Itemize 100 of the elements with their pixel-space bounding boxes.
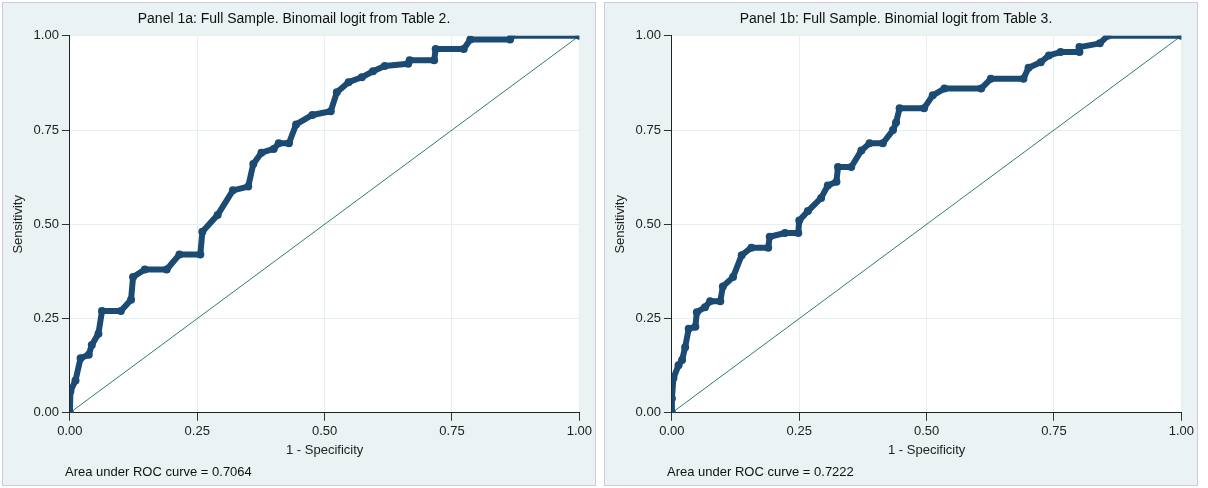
x-tick-label: 0.50: [311, 423, 338, 439]
y-tick-label: 0.25: [33, 310, 59, 326]
point: [678, 356, 687, 365]
point: [369, 67, 378, 76]
text: Area under ROC curve = 0.7064: [65, 464, 252, 479]
point: [681, 343, 690, 352]
x-tick-label: 0.75: [1041, 423, 1067, 439]
point: [895, 104, 904, 113]
text: Area under ROC curve = 0.7222: [667, 464, 854, 479]
point: [832, 177, 841, 186]
y-tick-label: 0.50: [635, 215, 661, 231]
point: [803, 207, 812, 216]
point: [928, 91, 937, 100]
point: [269, 144, 278, 153]
point: [249, 159, 258, 168]
point: [692, 308, 701, 317]
point: [857, 146, 866, 155]
point: [706, 297, 715, 306]
point: [794, 228, 803, 237]
point: [284, 139, 293, 148]
point: [833, 163, 842, 171]
point: [162, 265, 171, 274]
point: [344, 78, 353, 87]
point: [127, 295, 136, 304]
point: [764, 243, 773, 252]
point: [196, 250, 205, 259]
point: [747, 243, 756, 252]
point: [326, 107, 335, 116]
point: [889, 126, 897, 135]
point: [198, 227, 207, 236]
point: [986, 74, 995, 83]
point: [1095, 39, 1104, 48]
point: [71, 376, 80, 385]
point: [257, 148, 266, 157]
x-axis-title: 1 - Specificity: [285, 441, 364, 457]
point: [87, 340, 96, 349]
y-axis-title: Sensitivity: [612, 194, 628, 254]
point: [1044, 51, 1053, 60]
point: [76, 354, 85, 363]
y-tick-label: 0.75: [33, 121, 59, 137]
point: [140, 265, 149, 274]
point: [691, 322, 700, 331]
point: [228, 186, 237, 195]
point: [765, 232, 774, 241]
x-tick-label: 0.50: [913, 423, 940, 439]
point: [213, 210, 222, 219]
point: [94, 329, 103, 338]
point: [466, 35, 475, 44]
point: [1036, 58, 1045, 67]
point: [940, 84, 949, 93]
point: [1024, 63, 1033, 72]
x-tick-label: 0.75: [439, 423, 465, 439]
point: [332, 88, 341, 97]
point: [274, 139, 283, 148]
point: [357, 73, 366, 82]
chart-title: Panel 1a: Full Sample. Binomail logit from Table 2.: [137, 10, 451, 27]
point: [98, 307, 106, 316]
y-tick-label: 0.00: [33, 404, 59, 420]
point: [892, 118, 901, 127]
y-axis-title: Sensitivity: [10, 194, 26, 254]
x-axis-title: 1 - Specificity: [887, 441, 966, 457]
y-tick-label: 1.00: [635, 27, 661, 43]
y-tick-label: 0.50: [33, 215, 59, 231]
point: [878, 139, 887, 148]
point: [84, 350, 93, 359]
point: [781, 228, 789, 237]
point: [244, 182, 253, 191]
point: [718, 282, 727, 291]
point: [684, 324, 693, 333]
x-tick-label: 0.25: [184, 423, 210, 439]
point: [1056, 48, 1065, 57]
point: [716, 297, 725, 306]
y-tick-label: 0.00: [635, 404, 661, 420]
x-tick-label: 1.00: [1168, 423, 1195, 439]
point: [431, 45, 440, 53]
point: [729, 273, 738, 282]
point: [292, 120, 301, 129]
x-tick-label: 0.00: [57, 423, 83, 439]
point: [175, 250, 184, 259]
point: [847, 163, 856, 171]
point: [671, 374, 678, 383]
y-tick-label: 0.75: [635, 121, 661, 137]
point: [380, 61, 389, 70]
point: [823, 181, 832, 190]
point: [430, 56, 439, 65]
y-tick-label: 0.25: [635, 310, 661, 326]
point: [737, 251, 746, 260]
point: [865, 139, 874, 148]
point: [1019, 74, 1028, 83]
chart-title: Panel 1b: Full Sample. Binomial logit from Table 3.: [739, 10, 1053, 27]
point: [977, 84, 986, 93]
y-tick-label: 1.00: [33, 27, 59, 43]
x-tick-label: 1.00: [566, 423, 593, 439]
point: [308, 110, 317, 119]
x-tick-label: 0.00: [659, 423, 685, 439]
x-tick-label: 0.25: [786, 423, 812, 439]
point: [701, 303, 710, 312]
point: [817, 193, 826, 202]
point: [920, 104, 929, 113]
point: [129, 273, 138, 282]
